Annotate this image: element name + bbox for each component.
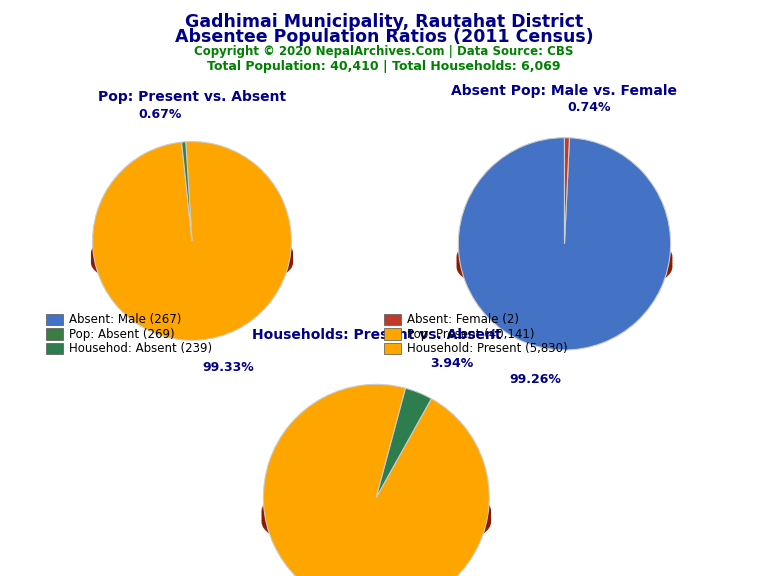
Wedge shape: [376, 388, 432, 497]
Text: Absent: Female (2): Absent: Female (2): [407, 313, 519, 326]
Text: Absentee Population Ratios (2011 Census): Absentee Population Ratios (2011 Census): [174, 28, 594, 46]
Ellipse shape: [262, 488, 491, 550]
Ellipse shape: [91, 233, 293, 287]
Wedge shape: [263, 384, 489, 576]
Ellipse shape: [262, 483, 491, 545]
Text: Copyright © 2020 NepalArchives.Com | Data Source: CBS: Copyright © 2020 NepalArchives.Com | Dat…: [194, 45, 574, 58]
Text: Absent: Male (267): Absent: Male (267): [69, 313, 181, 326]
Wedge shape: [458, 138, 670, 350]
Ellipse shape: [91, 228, 293, 283]
Text: Pop: Absent (269): Pop: Absent (269): [69, 328, 175, 340]
Text: 0.74%: 0.74%: [568, 101, 611, 115]
Ellipse shape: [262, 480, 491, 542]
Ellipse shape: [91, 226, 293, 280]
Ellipse shape: [457, 228, 672, 286]
Text: 99.26%: 99.26%: [509, 373, 561, 386]
Text: Gadhimai Municipality, Rautahat District: Gadhimai Municipality, Rautahat District: [185, 13, 583, 31]
Text: Total Population: 40,410 | Total Households: 6,069: Total Population: 40,410 | Total Househo…: [207, 60, 561, 74]
Title: Households: Present vs. Absent: Households: Present vs. Absent: [252, 328, 501, 342]
Wedge shape: [564, 138, 569, 244]
Ellipse shape: [91, 230, 293, 285]
Text: Househod: Absent (239): Househod: Absent (239): [69, 342, 212, 355]
Text: Household: Present (5,830): Household: Present (5,830): [407, 342, 568, 355]
Text: 99.33%: 99.33%: [203, 361, 254, 374]
Ellipse shape: [457, 236, 672, 294]
Wedge shape: [181, 142, 192, 241]
Ellipse shape: [457, 230, 672, 289]
Ellipse shape: [262, 486, 491, 548]
Text: 0.67%: 0.67%: [138, 108, 181, 121]
Ellipse shape: [262, 491, 491, 553]
Text: Pop: Present (40,141): Pop: Present (40,141): [407, 328, 535, 340]
Ellipse shape: [457, 233, 672, 291]
Title: Pop: Present vs. Absent: Pop: Present vs. Absent: [98, 90, 286, 104]
Wedge shape: [93, 142, 291, 340]
Ellipse shape: [457, 238, 672, 297]
Title: Absent Pop: Male vs. Female: Absent Pop: Male vs. Female: [452, 84, 677, 98]
Ellipse shape: [91, 236, 293, 290]
Text: 3.94%: 3.94%: [431, 357, 474, 370]
